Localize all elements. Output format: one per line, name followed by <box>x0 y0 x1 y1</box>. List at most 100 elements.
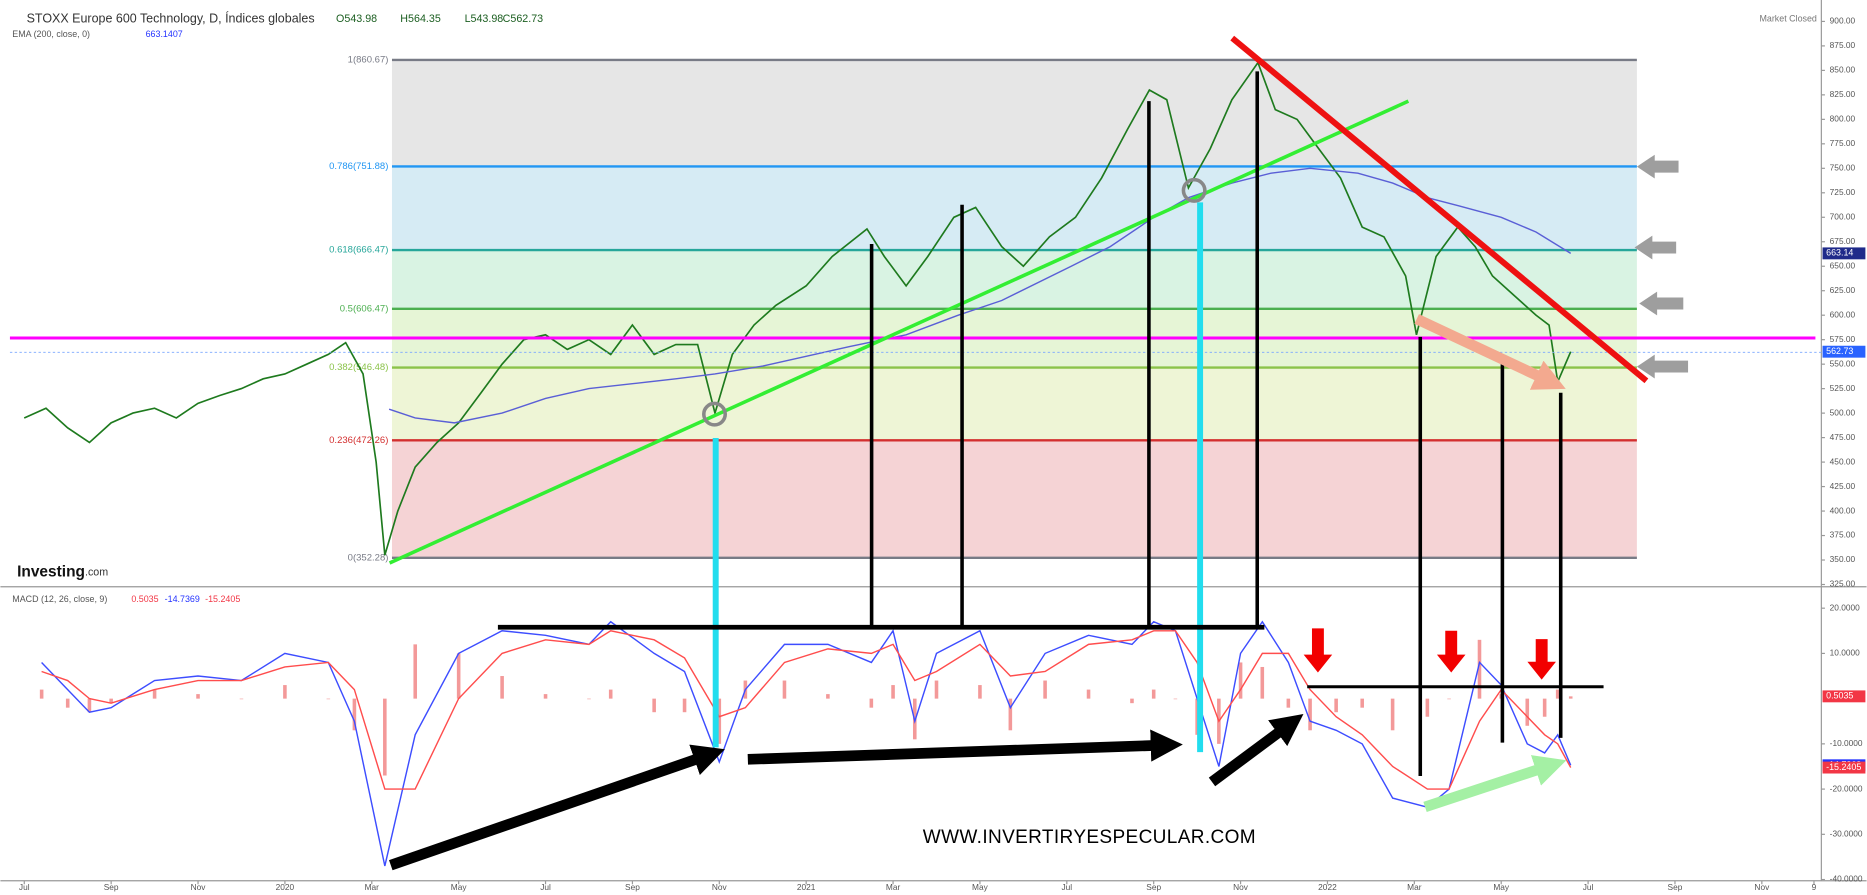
y-tick-label: 350.00 <box>1830 554 1856 564</box>
x-tick-label: Jul <box>1061 882 1072 892</box>
ohlc-high: H564.35 <box>400 13 441 25</box>
indicator-name: EMA (200, close, 0) <box>12 29 90 39</box>
histogram-bar <box>652 698 656 713</box>
series-line <box>388 167 1572 424</box>
fib-label: 0(352.28) <box>348 552 389 563</box>
x-tick-label: Nov <box>191 882 207 892</box>
y-tick-label: 10.0000 <box>1830 648 1860 658</box>
annotations <box>9 35 1816 871</box>
histogram-bar <box>1130 698 1134 704</box>
green-arrow <box>1423 755 1567 813</box>
histogram-bar <box>1151 689 1156 699</box>
macd-title: MACD (12, 26, close, 9) <box>12 594 107 604</box>
y-tick-label: 475.00 <box>1830 432 1856 442</box>
histogram-bar <box>39 689 44 699</box>
fib-label: 0.618(666.47) <box>329 245 388 256</box>
fib-label: 1(860.67) <box>348 54 389 65</box>
y-tick-label: 750.00 <box>1830 163 1856 173</box>
ohlc-low: L543.98 <box>465 13 504 25</box>
x-tick-label: Nov <box>1754 882 1770 892</box>
gray-arrow <box>1639 291 1684 316</box>
x-tick-label: Mar <box>886 882 901 892</box>
y-tick-label: 400.00 <box>1830 505 1856 515</box>
histogram-bar <box>1173 698 1178 700</box>
histogram-bar <box>1043 680 1047 699</box>
histogram-bar <box>239 698 244 700</box>
histogram-bar <box>109 698 113 704</box>
series-line <box>41 630 1572 790</box>
histogram-bar <box>413 644 418 699</box>
y-tick-label: 600.00 <box>1830 309 1856 319</box>
x-tick-label: Jul <box>1583 882 1594 892</box>
value-box <box>1822 247 1866 260</box>
market-status: Market Closed <box>1759 13 1816 23</box>
series-line <box>23 60 1572 556</box>
histogram-bar <box>1308 698 1312 731</box>
histogram-bar <box>65 698 70 708</box>
y-tick-label: 650.00 <box>1830 260 1856 270</box>
x-tick-label: 2021 <box>797 882 816 892</box>
histogram-bar <box>717 698 722 744</box>
histogram-bar <box>1008 698 1013 731</box>
value-label: 663.14 <box>1826 248 1853 258</box>
histogram-bar <box>326 698 331 700</box>
histogram-bar <box>352 698 357 731</box>
fib-zone <box>391 440 1637 558</box>
gray-arrow <box>1634 235 1677 260</box>
x-tick-label: 2020 <box>276 882 295 892</box>
trend-line <box>388 99 1410 565</box>
fib-zone <box>391 59 1637 167</box>
histogram-bar <box>283 685 287 699</box>
histogram-bar <box>1447 698 1451 700</box>
x-tick-label: Nov <box>1233 882 1249 892</box>
macd-signal-value: -15.2405 <box>205 594 240 604</box>
y-tick-label: -40.0000 <box>1830 874 1863 884</box>
histogram-bar <box>1360 698 1364 708</box>
histogram-bar <box>456 653 461 699</box>
histogram-bar <box>1086 689 1091 699</box>
y-tick-label: 725.00 <box>1830 187 1856 197</box>
y-tick-label: 825.00 <box>1830 89 1856 99</box>
x-tick-label: Sep <box>1668 882 1683 892</box>
x-tick-label: May <box>1493 882 1510 892</box>
macd-hist-value: 0.5035 <box>131 594 158 604</box>
histogram-bar <box>152 689 157 699</box>
histogram-bar <box>782 680 787 699</box>
histogram-bar <box>1542 698 1547 717</box>
histogram-bar <box>196 694 200 699</box>
histogram-bar <box>826 694 830 699</box>
y-tick-label: 450.00 <box>1830 456 1856 466</box>
downtrend-line <box>1230 35 1649 384</box>
pivot-circle <box>1181 177 1207 203</box>
histogram-bar <box>1286 698 1291 708</box>
y-tick-label: 675.00 <box>1830 236 1856 246</box>
value-box <box>1822 690 1866 703</box>
gray-arrow <box>1636 354 1689 379</box>
histogram-bar <box>1390 698 1395 731</box>
y-tick-label: 375.00 <box>1830 530 1856 540</box>
x-tick-label: Mar <box>1407 882 1422 892</box>
histogram-bar <box>383 698 387 776</box>
x-tick-label: 2022 <box>1318 882 1337 892</box>
x-tick-label: 9 <box>1812 882 1817 892</box>
pivot-circle <box>702 401 728 427</box>
value-box <box>1822 345 1866 358</box>
histogram-bar <box>587 698 591 700</box>
y-tick-label: 800.00 <box>1830 114 1856 124</box>
x-tick-label: Mar <box>365 882 380 892</box>
y-tick-label: 525.00 <box>1830 383 1856 393</box>
x-tick-label: Sep <box>1146 882 1161 892</box>
fib-label: 0.5(606.47) <box>340 303 389 314</box>
brand-name: Investing <box>17 564 85 581</box>
y-tick-label: 325.00 <box>1830 579 1856 589</box>
red-arrow <box>1303 628 1333 673</box>
histogram-bar <box>500 676 504 699</box>
x-tick-label: Sep <box>625 882 640 892</box>
y-tick-label: 700.00 <box>1830 211 1856 221</box>
y-tick-label: 575.00 <box>1830 334 1856 344</box>
histogram-bar <box>608 689 613 699</box>
value-label: -15.2405 <box>1826 762 1861 772</box>
y-tick-label: 500.00 <box>1830 407 1856 417</box>
y-tick-label: 875.00 <box>1830 40 1856 50</box>
